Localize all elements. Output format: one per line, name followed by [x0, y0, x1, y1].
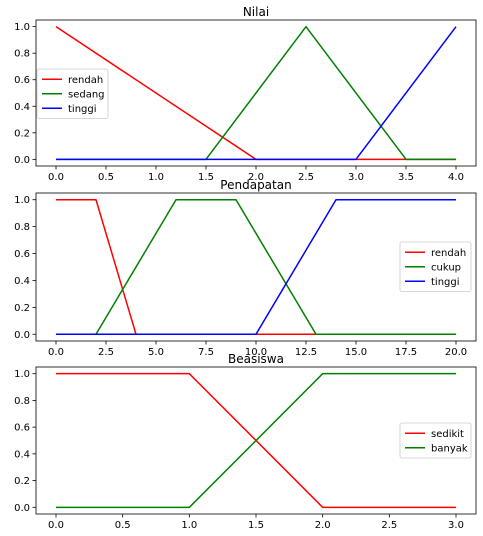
y-tick-label: 0.6: [14, 423, 30, 434]
y-tick-label: 1.0: [14, 369, 30, 380]
x-tick-label: 0.5: [115, 520, 131, 531]
x-tick-label: 0.0: [48, 347, 64, 358]
y-tick-label: 0.2: [14, 128, 30, 139]
y-tick-label: 0.2: [14, 303, 30, 314]
x-tick-label: 0.0: [48, 520, 64, 531]
legend-label: rendah: [68, 75, 103, 86]
legend-label: rendah: [431, 248, 466, 259]
legend-label: banyak: [431, 443, 468, 454]
y-tick-label: 0.4: [14, 102, 30, 113]
series-line-banyak: [56, 372, 456, 509]
x-tick-label: 1.0: [181, 520, 197, 531]
legend-label: sedang: [68, 89, 105, 100]
x-tick-label: 12.5: [295, 347, 317, 358]
x-tick-label: 3.0: [448, 520, 464, 531]
series-line-rendah: [56, 198, 456, 336]
chart-title: Pendapatan: [220, 178, 291, 192]
legend-label: tinggi: [68, 104, 97, 115]
x-tick-label: 1.5: [198, 172, 214, 183]
x-tick-label: 1.0: [148, 172, 164, 183]
x-tick-label: 0.5: [98, 172, 114, 183]
legend-label: sedikit: [431, 429, 464, 440]
y-tick-label: 0.6: [14, 249, 30, 260]
series-line-tinggi: [56, 26, 457, 161]
x-tick-label: 7.5: [198, 347, 214, 358]
x-tick-label: 2.5: [98, 347, 114, 358]
x-tick-label: 3.0: [348, 172, 364, 183]
x-tick-label: 4.0: [448, 172, 464, 183]
legend-label: cukup: [431, 262, 461, 273]
subplot-1: 0.0 0.5 1.0 1.5 2.0 2.5 3.0 3.5 4.0 0.0 0.2 0.4 0.6 0…: [14, 5, 477, 183]
y-tick-label: 0.8: [14, 222, 30, 233]
legend-box: [36, 68, 109, 119]
y-tick-label: 1.0: [14, 195, 30, 206]
subplot-3: 0.0 0.5 1.0 1.5 2.0 2.5 3.0 0.0 0.2 0.4 0.6 0.8 1.0 B…: [14, 352, 477, 531]
y-tick-label: 0.2: [14, 476, 30, 487]
x-tick-label: 2.5: [298, 172, 314, 183]
y-tick-label: 0.4: [14, 449, 30, 460]
x-tick-label: 15.0: [345, 347, 367, 358]
legend: rendah cukup tinggi: [399, 241, 472, 292]
x-tick-label: 2.0: [315, 520, 331, 531]
legend-box: [399, 422, 472, 459]
y-tick-label: 1.0: [14, 22, 30, 33]
series-line-sedang: [56, 25, 456, 161]
y-tick-label: 0.8: [14, 396, 30, 407]
y-tick-label: 0.0: [14, 155, 30, 166]
chart-title: Nilai: [243, 5, 269, 19]
x-tick-label: 10.0: [245, 347, 267, 358]
x-tick-label: 3.5: [398, 172, 414, 183]
y-tick-label: 0.4: [14, 276, 30, 287]
x-tick-label: 2.0: [248, 172, 264, 183]
legend-box: [399, 241, 472, 292]
y-tick-label: 0.8: [14, 49, 30, 60]
legend: sedikit banyak: [399, 422, 472, 459]
y-tick-label: 0.0: [14, 330, 30, 341]
x-tick-label: 17.5: [395, 347, 417, 358]
x-tick-label: 2.5: [381, 520, 397, 531]
legend: rendah sedang tinggi: [36, 68, 109, 119]
x-tick-label: 0.0: [48, 172, 64, 183]
x-tick-label: 1.5: [248, 520, 264, 531]
x-tick-label: 20.0: [445, 347, 467, 358]
x-tick-label: 5.0: [148, 347, 164, 358]
subplot-2: 0.0 2.5 5.0 7.5 10.0 12.5 15.0 17.5 20.0 0.0 0.2 0.…: [14, 178, 477, 358]
y-tick-label: 0.6: [14, 75, 30, 86]
series-line-tinggi: [56, 198, 456, 336]
chart-title: Beasiswa: [228, 352, 284, 366]
legend-label: tinggi: [431, 277, 460, 288]
y-tick-label: 0.0: [14, 503, 30, 514]
